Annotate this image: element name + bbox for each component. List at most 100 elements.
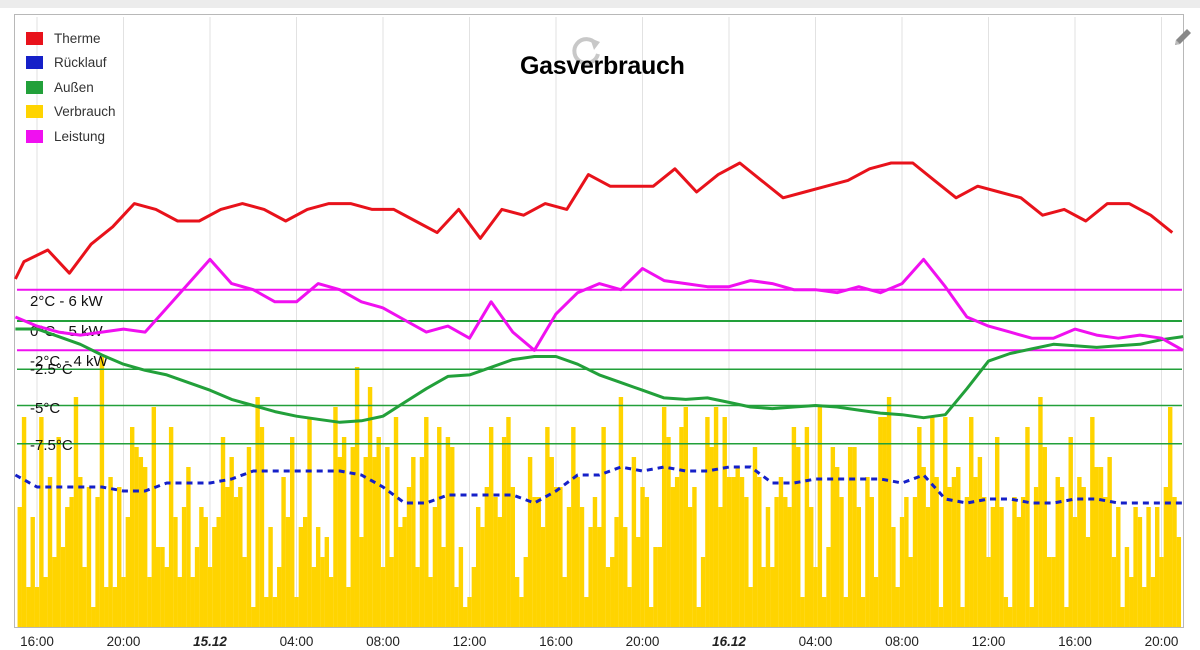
verbrauch-bar — [648, 607, 654, 627]
verbrauch-bar — [817, 407, 823, 627]
verbrauch-bar — [1098, 467, 1104, 627]
verbrauch-bar — [947, 487, 952, 627]
verbrauch-bar — [177, 577, 182, 627]
verbrauch-bar — [679, 427, 684, 627]
verbrauch-bar — [757, 477, 762, 627]
verbrauch-bar — [1055, 477, 1060, 627]
verbrauch-bar — [1085, 537, 1091, 627]
verbrauch-bar — [895, 587, 900, 627]
verbrauch-bar — [1090, 417, 1095, 627]
verbrauch-bar — [1155, 507, 1160, 627]
legend-item-verbrauch[interactable]: Verbrauch — [26, 100, 116, 125]
verbrauch-bar — [333, 407, 338, 627]
reference-label: -2.5°C — [30, 361, 73, 378]
legend-swatch — [26, 80, 43, 94]
verbrauch-bar — [869, 497, 874, 627]
verbrauch-bar — [1172, 497, 1177, 627]
verbrauch-bar — [523, 557, 528, 627]
verbrauch-bar — [207, 567, 213, 627]
verbrauch-bar — [445, 437, 451, 627]
verbrauch-bar — [614, 517, 619, 627]
verbrauch-bar — [389, 557, 394, 627]
legend-item-aussen[interactable]: Außen — [26, 75, 116, 100]
verbrauch-bar — [778, 477, 784, 627]
verbrauch-bar — [830, 447, 836, 627]
verbrauch-bar — [95, 497, 100, 627]
verbrauch-bar — [744, 497, 749, 627]
verbrauch-bar — [181, 507, 187, 627]
legend-item-leistung[interactable]: Leistung — [26, 124, 116, 149]
verbrauch-bar — [359, 537, 364, 627]
verbrauch-bar — [696, 607, 701, 627]
verbrauch-bar — [47, 477, 53, 627]
verbrauch-bar — [60, 547, 66, 627]
verbrauch-bar — [1094, 467, 1099, 627]
verbrauch-bar — [579, 507, 585, 627]
verbrauch-bar — [618, 397, 624, 627]
verbrauch-bar — [1029, 607, 1034, 627]
verbrauch-bar — [683, 407, 688, 627]
verbrauch-bar — [354, 367, 360, 627]
verbrauch-bar — [886, 397, 892, 627]
verbrauch-bar — [220, 437, 226, 627]
verbrauch-bar — [631, 457, 637, 627]
verbrauch-bar — [1025, 427, 1030, 627]
verbrauch-bar — [566, 507, 572, 627]
verbrauch-bar — [82, 567, 87, 627]
verbrauch-bar — [969, 417, 974, 627]
verbrauch-bar — [908, 557, 913, 627]
verbrauch-bar — [463, 607, 468, 627]
verbrauch-bar — [147, 577, 152, 627]
verbrauch-bar — [34, 587, 40, 627]
verbrauch-bar — [501, 437, 507, 627]
verbrauch-bar — [1133, 507, 1138, 627]
legend-item-therme[interactable]: Therme — [26, 26, 116, 51]
verbrauch-bar — [601, 427, 606, 627]
x-tick-label: 08:00 — [885, 634, 919, 649]
verbrauch-bar — [748, 587, 753, 627]
verbrauch-bar — [272, 597, 278, 627]
verbrauch-bar — [104, 587, 109, 627]
verbrauch-bar — [899, 517, 905, 627]
verbrauch-bar — [1003, 597, 1009, 627]
x-tick-label: 16:00 — [20, 634, 54, 649]
verbrauch-bar — [1059, 487, 1065, 627]
verbrauch-bar — [865, 477, 870, 627]
verbrauch-bar — [1033, 487, 1039, 627]
verbrauch-bar — [960, 607, 965, 627]
verbrauch-bar — [138, 457, 144, 627]
leistung-line — [14, 257, 1184, 352]
verbrauch-bar — [882, 417, 887, 627]
verbrauch-bar — [164, 567, 169, 627]
verbrauch-bar — [687, 507, 693, 627]
verbrauch-bar — [1137, 517, 1143, 627]
pencil-icon[interactable] — [1172, 26, 1194, 48]
verbrauch-bar — [921, 467, 926, 627]
verbrauch-bar — [653, 547, 658, 627]
verbrauch-bar — [938, 607, 944, 627]
verbrauch-bar — [722, 417, 727, 627]
verbrauch-bar — [108, 477, 113, 627]
legend-label: Außen — [54, 79, 94, 95]
verbrauch-bar — [761, 567, 766, 627]
verbrauch-bar — [91, 607, 96, 627]
verbrauch-bar — [982, 497, 987, 627]
verbrauch-bar — [783, 497, 788, 627]
legend-swatch — [26, 56, 43, 70]
aussen-line — [15, 327, 1184, 424]
verbrauch-bar — [990, 507, 996, 627]
verbrauch-bar — [917, 427, 922, 627]
reload-icon[interactable] — [566, 30, 606, 70]
legend-item-ruecklauf[interactable]: Rücklauf — [26, 51, 116, 76]
verbrauch-bar — [545, 427, 550, 627]
verbrauch-bar — [597, 527, 602, 627]
verbrauch-bar — [294, 597, 299, 627]
verbrauch-bar — [411, 457, 416, 627]
verbrauch-bar — [821, 597, 827, 627]
verbrauch-bar — [26, 587, 31, 627]
verbrauch-bar — [605, 567, 611, 627]
verbrauch-bar — [246, 447, 252, 627]
verbrauch-bar — [1103, 497, 1108, 627]
verbrauch-bar — [839, 497, 844, 627]
